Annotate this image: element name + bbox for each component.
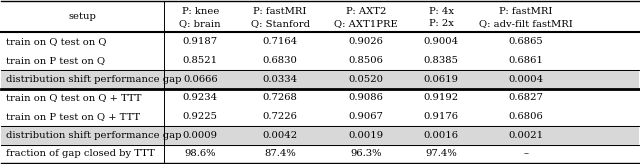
Text: 0.0019: 0.0019 bbox=[349, 131, 384, 140]
Text: 0.9234: 0.9234 bbox=[182, 93, 218, 102]
Text: train on Q test on Q: train on Q test on Q bbox=[6, 37, 106, 46]
Text: Q: adv-filt fastMRI: Q: adv-filt fastMRI bbox=[479, 19, 573, 28]
Text: 0.9176: 0.9176 bbox=[424, 112, 459, 121]
Text: 0.9086: 0.9086 bbox=[349, 93, 384, 102]
Bar bbox=[1, 126, 639, 145]
Text: 0.9192: 0.9192 bbox=[424, 93, 459, 102]
Text: distribution shift performance gap: distribution shift performance gap bbox=[6, 131, 181, 140]
Text: 0.8521: 0.8521 bbox=[182, 56, 218, 65]
Text: Q: brain: Q: brain bbox=[179, 19, 221, 28]
Text: 0.6865: 0.6865 bbox=[509, 37, 543, 46]
Text: P: 2x: P: 2x bbox=[429, 19, 454, 28]
Text: 0.8506: 0.8506 bbox=[349, 56, 384, 65]
Text: 0.9067: 0.9067 bbox=[349, 112, 384, 121]
Text: train on Q test on Q + TTT: train on Q test on Q + TTT bbox=[6, 93, 141, 102]
Text: 98.6%: 98.6% bbox=[184, 149, 216, 158]
Text: 96.3%: 96.3% bbox=[351, 149, 382, 158]
Text: distribution shift performance gap: distribution shift performance gap bbox=[6, 75, 181, 84]
Text: 0.0021: 0.0021 bbox=[508, 131, 543, 140]
Text: 0.0334: 0.0334 bbox=[262, 75, 298, 84]
Text: Q: AXT1PRE: Q: AXT1PRE bbox=[335, 19, 398, 28]
Text: train on P test on Q: train on P test on Q bbox=[6, 56, 105, 65]
Text: 0.0042: 0.0042 bbox=[262, 131, 298, 140]
Text: P: AXT2: P: AXT2 bbox=[346, 7, 387, 16]
Text: 0.6827: 0.6827 bbox=[509, 93, 543, 102]
Text: 0.0016: 0.0016 bbox=[424, 131, 459, 140]
Text: 0.6806: 0.6806 bbox=[509, 112, 543, 121]
Text: –: – bbox=[524, 149, 529, 158]
Text: 0.0009: 0.0009 bbox=[183, 131, 218, 140]
Text: Q: Stanford: Q: Stanford bbox=[251, 19, 310, 28]
Text: 0.9225: 0.9225 bbox=[183, 112, 218, 121]
Text: 0.8385: 0.8385 bbox=[424, 56, 459, 65]
Text: P: 4x: P: 4x bbox=[429, 7, 454, 16]
Text: fraction of gap closed by TTT: fraction of gap closed by TTT bbox=[6, 149, 154, 158]
Text: 87.4%: 87.4% bbox=[264, 149, 296, 158]
Text: setup: setup bbox=[68, 12, 96, 21]
Text: 0.9026: 0.9026 bbox=[349, 37, 384, 46]
Text: P: knee: P: knee bbox=[182, 7, 219, 16]
Text: 0.9187: 0.9187 bbox=[182, 37, 218, 46]
Text: 97.4%: 97.4% bbox=[426, 149, 457, 158]
Text: 0.0520: 0.0520 bbox=[349, 75, 384, 84]
Text: 0.0666: 0.0666 bbox=[183, 75, 218, 84]
Bar bbox=[1, 70, 639, 89]
Text: 0.7164: 0.7164 bbox=[262, 37, 298, 46]
Text: 0.0619: 0.0619 bbox=[424, 75, 459, 84]
Text: 0.6830: 0.6830 bbox=[262, 56, 298, 65]
Text: P: fastMRI: P: fastMRI bbox=[253, 7, 307, 16]
Text: train on P test on Q + TTT: train on P test on Q + TTT bbox=[6, 112, 140, 121]
Text: 0.7268: 0.7268 bbox=[262, 93, 298, 102]
Text: P: fastMRI: P: fastMRI bbox=[499, 7, 552, 16]
Text: 0.6861: 0.6861 bbox=[509, 56, 543, 65]
Text: 0.7226: 0.7226 bbox=[262, 112, 298, 121]
Text: 0.9004: 0.9004 bbox=[424, 37, 459, 46]
Text: 0.0004: 0.0004 bbox=[508, 75, 543, 84]
